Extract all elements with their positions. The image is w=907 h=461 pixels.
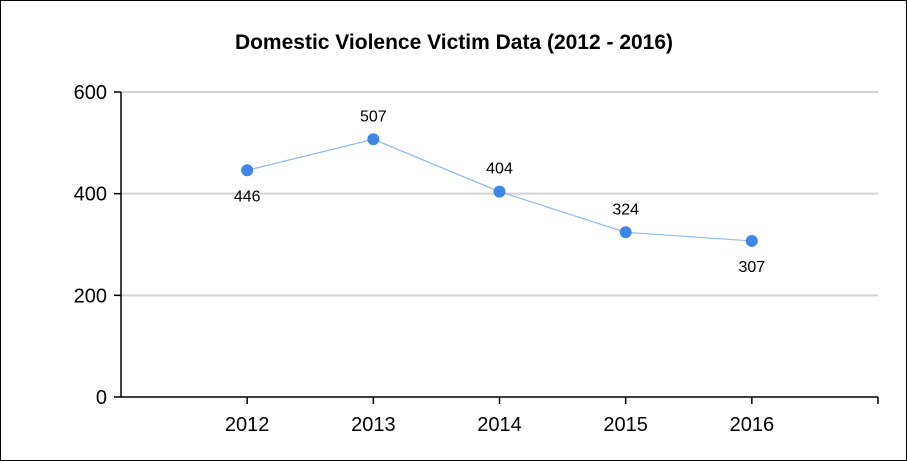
- data-label-2013: 507: [360, 108, 387, 125]
- x-tick-label-2014: 2014: [477, 414, 522, 436]
- y-tick-label-200: 200: [74, 285, 107, 307]
- y-axis-tick-labels: 0 200 400 600: [74, 82, 107, 409]
- y-tick-label-600: 600: [74, 82, 107, 104]
- data-label-2016: 307: [738, 259, 765, 276]
- x-tick-label-2013: 2013: [351, 414, 396, 436]
- data-point-2012: [241, 164, 254, 177]
- y-tick-label-400: 400: [74, 184, 107, 206]
- y-tick-label-0: 0: [96, 387, 107, 409]
- data-point-2015: [619, 226, 632, 239]
- data-point-2014: [493, 185, 506, 198]
- data-labels: 446 507 404 324 307: [234, 108, 765, 276]
- series: [241, 133, 758, 247]
- x-tick-label-2016: 2016: [730, 414, 775, 436]
- x-tick-label-2012: 2012: [225, 414, 270, 436]
- data-label-2015: 324: [612, 201, 639, 218]
- data-label-2014: 404: [486, 161, 513, 178]
- chart-title: Domestic Violence Victim Data (2012 - 20…: [235, 31, 673, 54]
- axes: [114, 91, 879, 404]
- x-tick-label-2015: 2015: [603, 414, 648, 436]
- x-axis-tick-labels: 2012 2013 2014 2015 2016: [225, 414, 774, 436]
- data-point-2013: [367, 133, 380, 146]
- data-point-2016: [745, 234, 758, 247]
- data-label-2012: 446: [234, 188, 261, 205]
